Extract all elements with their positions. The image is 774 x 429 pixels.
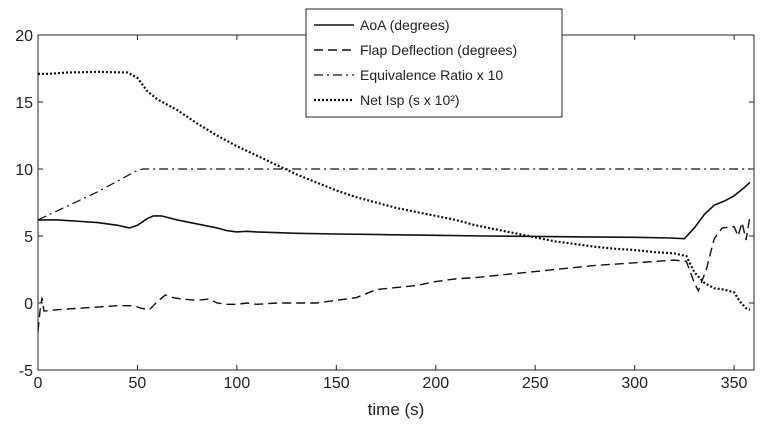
series-line-2 [37, 215, 751, 332]
x-tick-label: 200 [422, 375, 449, 392]
x-tick-label: 250 [522, 375, 549, 392]
legend-entry: Equivalence Ratio x 10 [360, 67, 503, 83]
y-tick-label: 20 [15, 28, 33, 45]
y-tick-label: 5 [24, 229, 33, 246]
y-axis: -5 0 5 10 15 20 [15, 28, 754, 380]
legend-entry: Flap Deflection (degrees) [360, 42, 517, 58]
y-tick-label: 15 [15, 95, 33, 112]
x-axis-label: time (s) [368, 400, 425, 419]
y-tick-label: 0 [24, 296, 33, 313]
x-tick-label: 350 [721, 375, 748, 392]
y-tick-label: -5 [19, 363, 33, 380]
series-line-1 [38, 181, 751, 240]
x-tick-label: 100 [224, 375, 251, 392]
x-tick-label: 50 [129, 375, 147, 392]
series-line-3 [37, 168, 751, 221]
x-tick-label: 150 [323, 375, 350, 392]
legend-entry: Net Isp (s x 10²) [360, 92, 460, 108]
x-tick-label: 0 [34, 375, 43, 392]
legend: AoA (degrees) Flap Deflection (degrees) Eq… [305, 8, 563, 118]
y-tick-label: 10 [15, 162, 33, 179]
x-tick-label: 300 [621, 375, 648, 392]
series-layer [37, 70, 751, 332]
legend-box [305, 8, 563, 118]
legend-entry: AoA (degrees) [360, 17, 450, 33]
x-axis: 0 50 100 150 200 250 300 350 [34, 35, 748, 392]
